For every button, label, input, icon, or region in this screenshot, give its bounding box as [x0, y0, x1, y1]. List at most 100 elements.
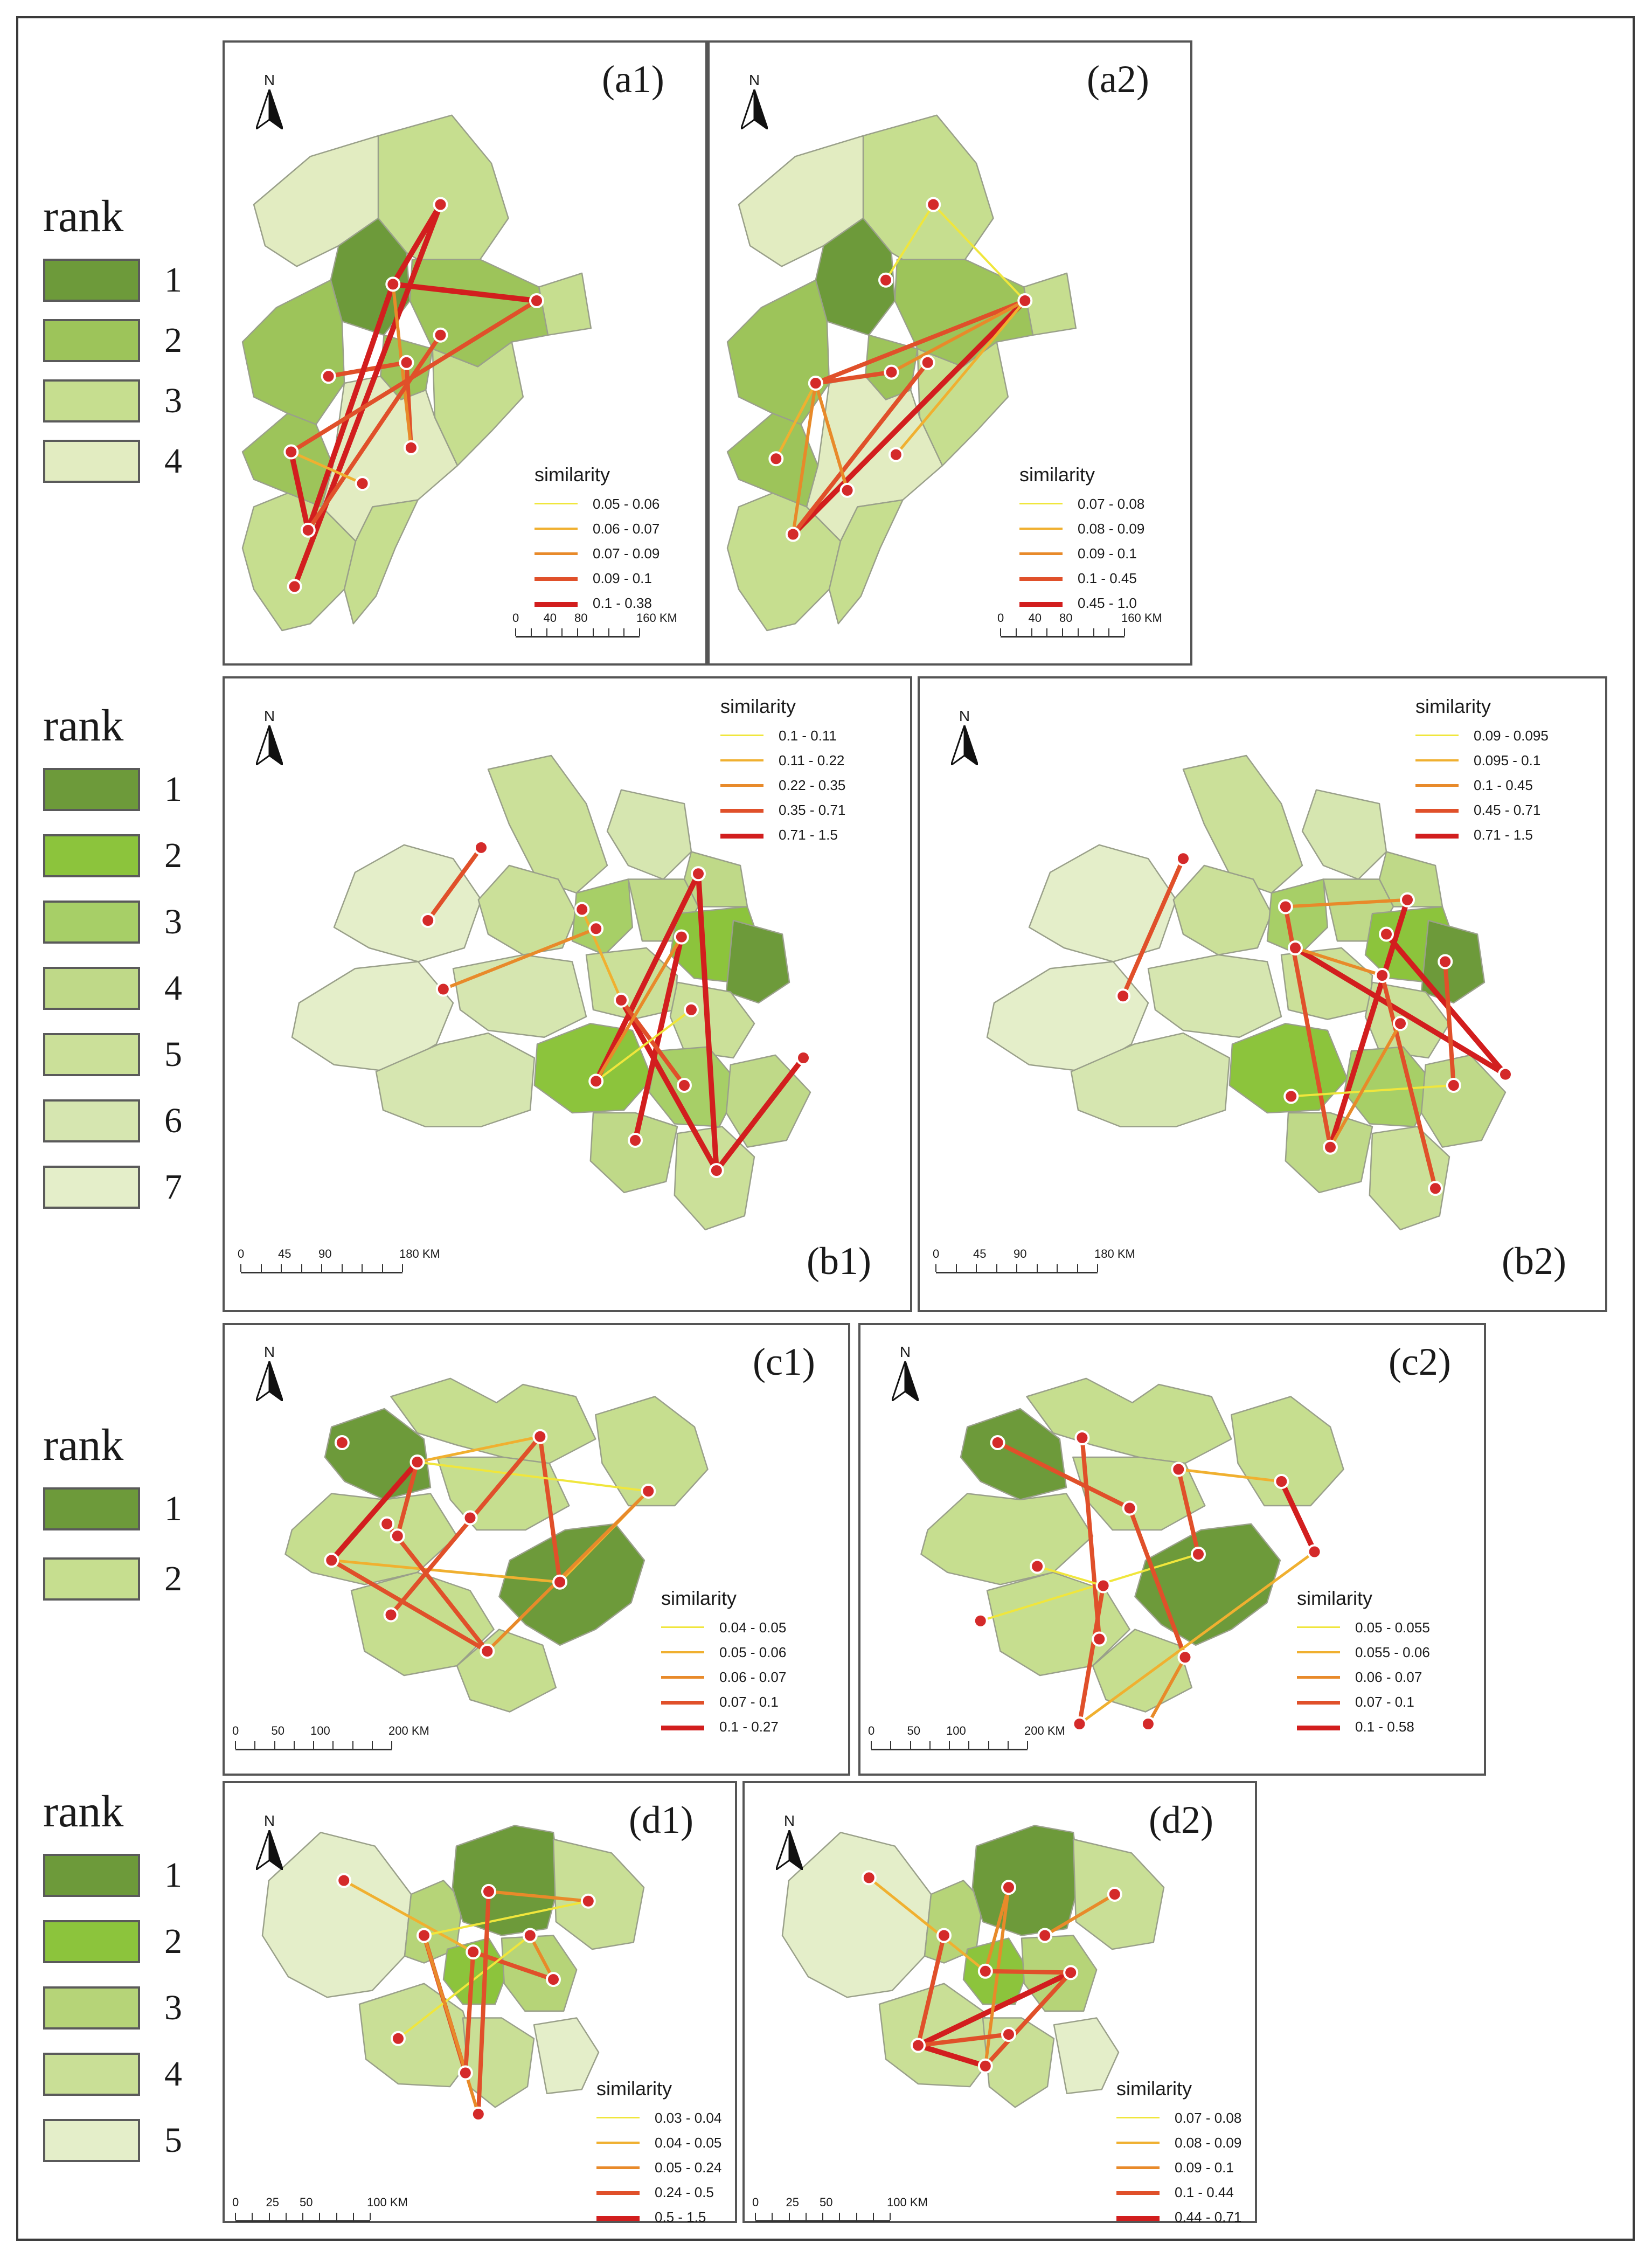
scale-line [235, 2211, 371, 2222]
similarity-link [422, 1934, 480, 2116]
similarity-link [291, 202, 443, 590]
similarity-link [485, 1490, 650, 1653]
scale-bar: 0 25 50 100 KM [752, 2195, 928, 2222]
city-node [1115, 988, 1131, 1004]
map-region [674, 1126, 755, 1231]
city-node [641, 1484, 656, 1499]
map-region [589, 1112, 678, 1194]
rank-swatch [43, 1166, 140, 1209]
rank-legend-item: 5 [43, 1033, 205, 1076]
legend-class-label: 0.04 - 0.05 [655, 2135, 722, 2151]
rank-legend-title: rank [43, 701, 124, 751]
scale-labels: 0 45 90 180 KM [933, 1247, 1135, 1262]
rank-label: 4 [164, 441, 182, 481]
scale-line [515, 626, 640, 638]
rank-legend-item: 4 [43, 2053, 205, 2096]
legend-class-label: 0.44 - 0.71 [1175, 2209, 1242, 2225]
similarity-link [813, 370, 894, 385]
map-c1 [284, 1377, 709, 1713]
similarity-link [395, 1460, 420, 1539]
similarity-legend-row: 0.05 - 0.24 [596, 2156, 721, 2180]
similarity-link [538, 1434, 563, 1584]
city-node [546, 1972, 561, 1987]
rank-swatch [43, 2053, 140, 2096]
scale-tick-label: 0 [752, 2195, 759, 2209]
map-region [291, 961, 454, 1072]
legend-line-swatch [1116, 2142, 1160, 2144]
legend-line-swatch [1019, 528, 1063, 530]
scale-tick-label: 100 [310, 1724, 330, 1737]
scale-line [235, 1739, 392, 1750]
rank-legend-item: 7 [43, 1166, 205, 1209]
similarity-link [619, 997, 719, 1174]
panel-label: (a2) [1087, 58, 1149, 101]
rank-label: 1 [164, 770, 182, 809]
map-region [241, 492, 357, 632]
scale-tick-label: 40 [543, 611, 557, 625]
city-node [1092, 1631, 1107, 1647]
legend-line-swatch [720, 759, 763, 761]
scale-line [240, 1262, 403, 1273]
rank-legend-item: 5 [43, 2119, 205, 2162]
scale-labels: 0 25 50 100 KM [232, 2195, 408, 2211]
legend-class-label: 0.1 - 0.27 [719, 1719, 779, 1735]
north-label: N [748, 72, 760, 88]
city-node [588, 921, 604, 937]
legend-line-swatch [661, 1676, 704, 1679]
similarity-link [1384, 931, 1508, 1077]
rank-legend-item: 2 [43, 1920, 205, 1963]
city-node [1288, 940, 1303, 955]
north-arrow-icon: N [251, 708, 288, 767]
legend-line-swatch [1415, 834, 1459, 839]
city-node [796, 1050, 811, 1065]
city-node [1400, 892, 1415, 908]
rank-label: 4 [164, 2054, 182, 2094]
similarity-link [1443, 959, 1456, 1088]
north-arrow-icon: N [251, 1813, 288, 1872]
similarity-link [1121, 856, 1185, 999]
similarity-link [329, 1558, 490, 1653]
map-region [487, 754, 608, 894]
legend-class-label: 0.1 - 0.44 [1175, 2184, 1234, 2200]
legend-class-label: 0.05 - 0.055 [1355, 1619, 1430, 1636]
rank-legend-item: 2 [43, 834, 205, 877]
similarity-link [528, 1934, 555, 1982]
similarity-link [476, 1889, 491, 2116]
city-node [420, 913, 436, 928]
similarity-link [1127, 1506, 1188, 1660]
similarity-legend-row: 0.22 - 0.35 [720, 773, 845, 798]
similarity-legend-row: 0.07 - 0.08 [1019, 492, 1144, 517]
legend-class-label: 0.1 - 0.11 [779, 728, 837, 744]
legend-class-label: 0.05 - 0.06 [593, 496, 660, 512]
legend-line-swatch [1415, 784, 1459, 787]
legend-line-swatch [1116, 2216, 1160, 2221]
city-node [1375, 968, 1390, 983]
scale-tick-label: 200 KM [388, 1724, 429, 1737]
map-region [1053, 2017, 1120, 2095]
legend-class-label: 0.06 - 0.07 [719, 1669, 787, 1685]
scale-labels: 0 45 90 180 KM [238, 1247, 440, 1262]
similarity-legend-row: 0.1 - 0.38 [535, 591, 652, 616]
city-node [808, 376, 823, 391]
city-node [990, 1435, 1005, 1450]
city-node [977, 2058, 993, 2074]
legend-class-label: 0.09 - 0.1 [1078, 545, 1137, 562]
similarity-legend-row: 0.06 - 0.07 [661, 1665, 786, 1690]
city-node [334, 1435, 350, 1450]
similarity-legend: similarity 0.05 - 0.055 0.055 - 0.06 0.06 -… [1297, 1587, 1430, 1740]
city-node [1030, 1559, 1045, 1574]
similarity-legend-row: 0.07 - 0.08 [1116, 2106, 1241, 2131]
map-region [669, 981, 755, 1059]
similarity-legend-row: 0.1 - 0.45 [1415, 773, 1533, 798]
scale-tick-label: 160 KM [1121, 611, 1162, 625]
map-region [986, 961, 1149, 1072]
similarity-legend: similarity 0.09 - 0.095 0.095 - 0.1 0.1 - 0… [1415, 695, 1549, 848]
similarity-legend-row: 0.71 - 1.5 [1415, 823, 1533, 848]
similarity-link [593, 871, 701, 1084]
similarity-legend-row: 0.71 - 1.5 [720, 823, 838, 848]
similarity-link [326, 360, 409, 379]
city-node [287, 579, 302, 594]
legend-class-label: 0.055 - 0.06 [1355, 1644, 1430, 1660]
city-node [878, 272, 893, 288]
